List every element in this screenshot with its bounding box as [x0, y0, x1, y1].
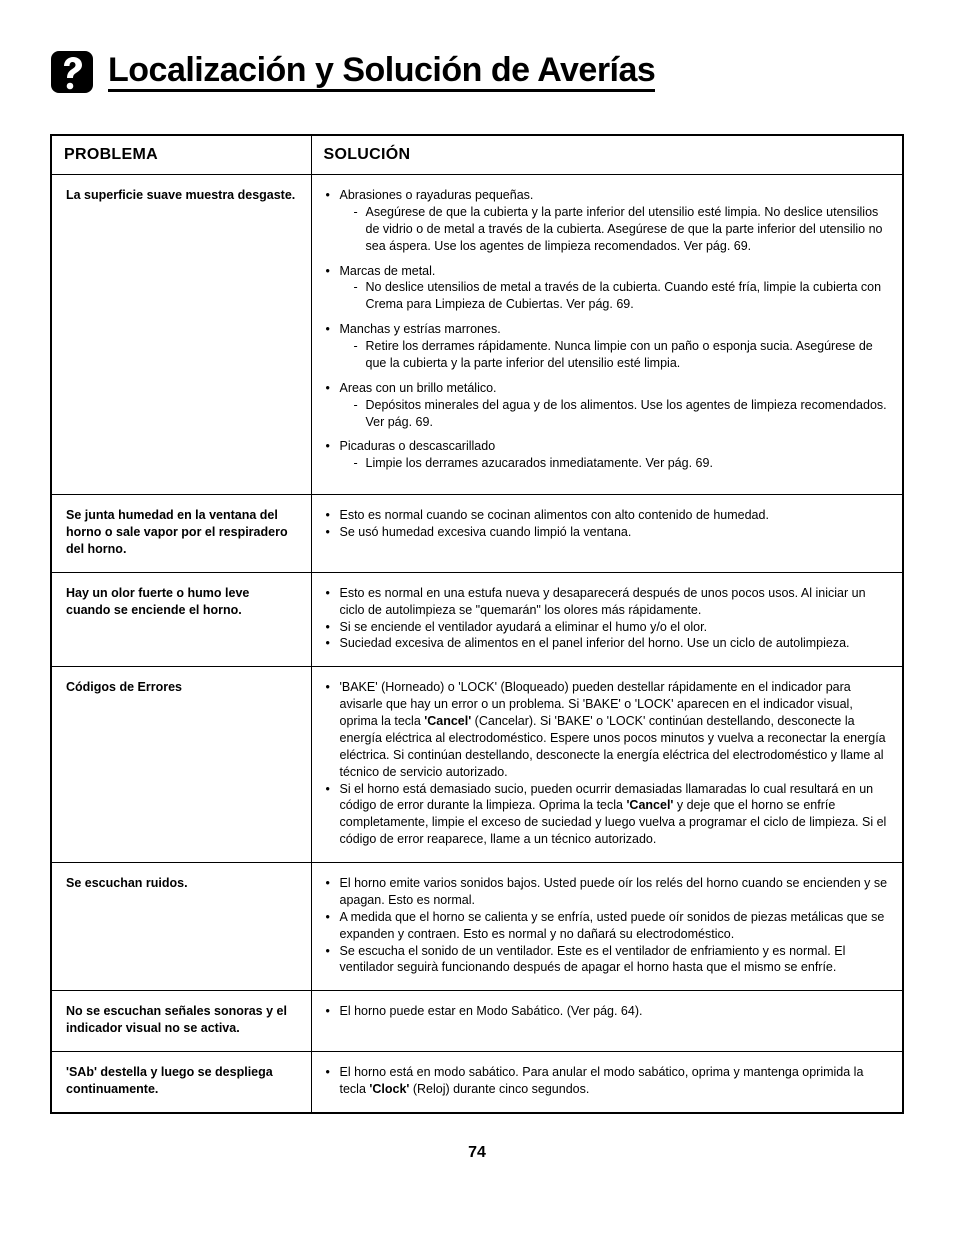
- table-row: No se escuchan señales sonoras y el indi…: [51, 991, 903, 1052]
- solution-item: El horno está en modo sabático. Para anu…: [326, 1064, 889, 1098]
- problem-cell: Códigos de Errores: [51, 667, 311, 863]
- solution-sublist: Retire los derrames rápidamente. Nunca l…: [340, 338, 889, 372]
- solution-item: Se escucha el sonido de un ventilador. E…: [326, 943, 889, 977]
- solution-item: Esto es normal cuando se cocinan aliment…: [326, 507, 889, 524]
- solution-subitem: No deslice utensilios de metal a través …: [354, 279, 889, 313]
- table-row: Códigos de Errores'BAKE' (Horneado) o 'L…: [51, 667, 903, 863]
- solution-item: Si el horno está demasiado sucio, pueden…: [326, 781, 889, 849]
- solution-sublist: Depósitos minerales del agua y de los al…: [340, 397, 889, 431]
- solution-item: Si se enciende el ventilador ayudará a e…: [326, 619, 889, 636]
- solution-item: A medida que el horno se calienta y se e…: [326, 909, 889, 943]
- problem-cell: Se escuchan ruidos.: [51, 863, 311, 991]
- table-body: La superficie suave muestra desgaste.Abr…: [51, 175, 903, 1113]
- solution-item: El horno puede estar en Modo Sabático. (…: [326, 1003, 889, 1020]
- solution-cell: El horno emite varios sonidos bajos. Ust…: [311, 863, 903, 991]
- solution-cell: Esto es normal en una estufa nueva y des…: [311, 572, 903, 667]
- problem-cell: 'SAb' destella y luego se despliega cont…: [51, 1052, 311, 1113]
- solution-sublist: Asegúrese de que la cubierta y la parte …: [340, 204, 889, 255]
- solution-item: Abrasiones o rayaduras pequeñas.Asegúres…: [326, 187, 889, 255]
- table-row: Se junta humedad en la ventana del horno…: [51, 495, 903, 573]
- solution-item: Suciedad excesiva de alimentos en el pan…: [326, 635, 889, 652]
- solution-cell: El horno está en modo sabático. Para anu…: [311, 1052, 903, 1113]
- solution-list: Esto es normal en una estufa nueva y des…: [326, 585, 889, 653]
- solution-cell: 'BAKE' (Horneado) o 'LOCK' (Bloqueado) p…: [311, 667, 903, 863]
- question-mark-icon: [50, 50, 94, 94]
- problem-cell: No se escuchan señales sonoras y el indi…: [51, 991, 311, 1052]
- solution-item: El horno emite varios sonidos bajos. Ust…: [326, 875, 889, 909]
- problem-cell: Se junta humedad en la ventana del horno…: [51, 495, 311, 573]
- solution-item: Se usó humedad excesiva cuando limpió la…: [326, 524, 889, 541]
- solution-item: Esto es normal en una estufa nueva y des…: [326, 585, 889, 619]
- table-row: La superficie suave muestra desgaste.Abr…: [51, 175, 903, 495]
- solution-item: 'BAKE' (Horneado) o 'LOCK' (Bloqueado) p…: [326, 679, 889, 780]
- page-title: Localización y Solución de Averías: [108, 53, 655, 92]
- solution-item: Manchas y estrías marrones.Retire los de…: [326, 321, 889, 372]
- solution-item: Marcas de metal.No deslice utensilios de…: [326, 263, 889, 314]
- solution-list: Abrasiones o rayaduras pequeñas.Asegúres…: [326, 187, 889, 472]
- solution-subitem: Limpie los derrames azucarados inmediata…: [354, 455, 889, 472]
- solution-subitem: Depósitos minerales del agua y de los al…: [354, 397, 889, 431]
- troubleshooting-table: PROBLEMA SOLUCIÓN La superficie suave mu…: [50, 134, 904, 1114]
- table-row: Se escuchan ruidos. El horno emite varios…: [51, 863, 903, 991]
- solution-item: Picaduras o descascarilladoLimpie los de…: [326, 438, 889, 472]
- problem-cell: Hay un olor fuerte o humo leve cuando se…: [51, 572, 311, 667]
- solution-cell: Abrasiones o rayaduras pequeñas.Asegúres…: [311, 175, 903, 495]
- solution-list: Esto es normal cuando se cocinan aliment…: [326, 507, 889, 541]
- title-row: Localización y Solución de Averías: [50, 50, 904, 94]
- solution-subitem: Retire los derrames rápidamente. Nunca l…: [354, 338, 889, 372]
- page-number: 74: [50, 1144, 904, 1162]
- solution-list: 'BAKE' (Horneado) o 'LOCK' (Bloqueado) p…: [326, 679, 889, 848]
- solution-list: El horno puede estar en Modo Sabático. (…: [326, 1003, 889, 1020]
- table-row: Hay un olor fuerte o humo leve cuando se…: [51, 572, 903, 667]
- solution-item: Areas con un brillo metálico.Depósitos m…: [326, 380, 889, 431]
- solution-sublist: Limpie los derrames azucarados inmediata…: [340, 455, 889, 472]
- col-header-problem: PROBLEMA: [51, 135, 311, 175]
- solution-subitem: Asegúrese de que la cubierta y la parte …: [354, 204, 889, 255]
- col-header-solution: SOLUCIÓN: [311, 135, 903, 175]
- solution-cell: Esto es normal cuando se cocinan aliment…: [311, 495, 903, 573]
- solution-list: El horno emite varios sonidos bajos. Ust…: [326, 875, 889, 976]
- problem-cell: La superficie suave muestra desgaste.: [51, 175, 311, 495]
- solution-cell: El horno puede estar en Modo Sabático. (…: [311, 991, 903, 1052]
- solution-list: El horno está en modo sabático. Para anu…: [326, 1064, 889, 1098]
- solution-sublist: No deslice utensilios de metal a través …: [340, 279, 889, 313]
- table-row: 'SAb' destella y luego se despliega cont…: [51, 1052, 903, 1113]
